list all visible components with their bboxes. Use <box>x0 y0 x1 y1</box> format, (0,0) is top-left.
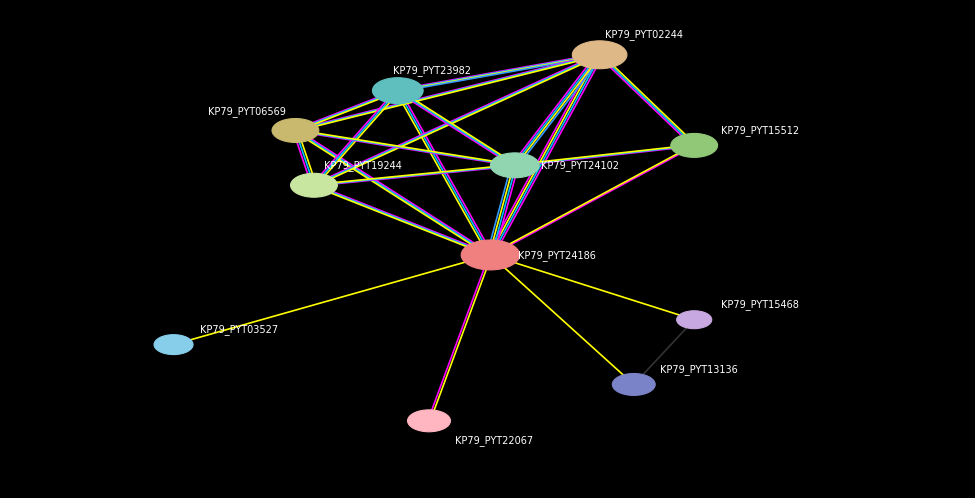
Circle shape <box>408 410 450 432</box>
Circle shape <box>671 133 718 157</box>
Circle shape <box>612 374 655 395</box>
Text: KP79_PYT23982: KP79_PYT23982 <box>393 65 471 76</box>
Circle shape <box>272 119 319 142</box>
Text: KP79_PYT06569: KP79_PYT06569 <box>208 106 286 117</box>
Text: KP79_PYT15512: KP79_PYT15512 <box>721 125 799 136</box>
Text: KP79_PYT02244: KP79_PYT02244 <box>604 29 682 40</box>
Circle shape <box>291 173 337 197</box>
Text: KP79_PYT24102: KP79_PYT24102 <box>541 160 619 171</box>
Circle shape <box>490 153 539 178</box>
Text: KP79_PYT24186: KP79_PYT24186 <box>518 250 596 261</box>
Circle shape <box>372 78 423 104</box>
Circle shape <box>572 41 627 69</box>
Circle shape <box>461 240 520 270</box>
Text: KP79_PYT22067: KP79_PYT22067 <box>455 435 533 446</box>
Circle shape <box>677 311 712 329</box>
Text: KP79_PYT13136: KP79_PYT13136 <box>660 364 738 375</box>
Circle shape <box>154 335 193 355</box>
Text: KP79_PYT15468: KP79_PYT15468 <box>721 299 799 310</box>
Text: KP79_PYT19244: KP79_PYT19244 <box>324 160 402 171</box>
Text: KP79_PYT03527: KP79_PYT03527 <box>200 324 278 335</box>
